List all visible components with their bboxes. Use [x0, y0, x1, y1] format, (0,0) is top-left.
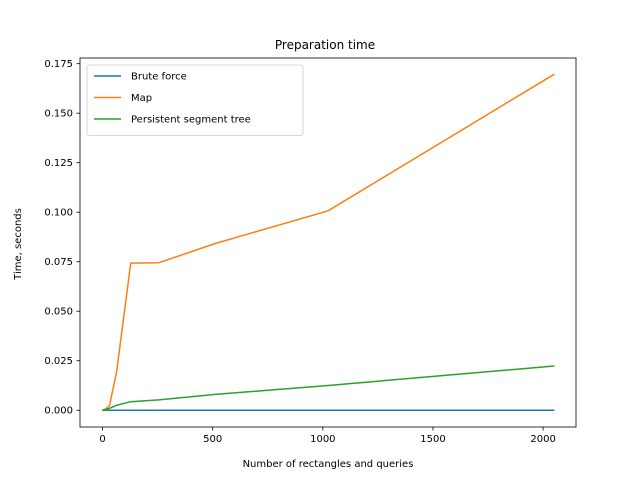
y-axis: 0.000 0.025 0.050 0.075 0.100 0.125 0.150 0.175	[44, 59, 80, 417]
x-tick-label: 0	[99, 434, 105, 445]
y-tick-label: 0.150	[44, 109, 73, 120]
x-axis-label: Number of rectangles and queries	[243, 459, 414, 470]
x-tick-label: 2000	[530, 434, 555, 445]
legend: Brute force Map Persistent segment tree	[86, 64, 304, 136]
legend-box	[86, 64, 304, 136]
y-tick-label: 0.100	[44, 208, 73, 219]
x-tick-label: 1000	[310, 434, 335, 445]
x-axis: 0 500 1000 1500 2000	[99, 427, 556, 445]
y-tick-label: 0.050	[44, 307, 73, 318]
legend-label-1: Map	[131, 93, 152, 104]
y-tick-label: 0.175	[44, 59, 73, 70]
plot-area	[79, 57, 577, 428]
x-tick-label: 500	[203, 434, 222, 445]
y-axis-label: Time, seconds	[13, 208, 24, 281]
chart-title: Preparation time	[275, 38, 375, 52]
series-line-2	[102, 365, 555, 411]
axes-frame	[79, 57, 577, 428]
y-tick-label: 0.075	[44, 257, 73, 268]
y-tick-label: 0.025	[44, 356, 73, 367]
legend-label-2: Persistent segment tree	[131, 115, 251, 126]
y-tick-label: 0.000	[44, 406, 73, 417]
x-tick-label: 1500	[420, 434, 445, 445]
legend-label-0: Brute force	[131, 72, 187, 83]
y-tick-label: 0.125	[44, 158, 73, 169]
